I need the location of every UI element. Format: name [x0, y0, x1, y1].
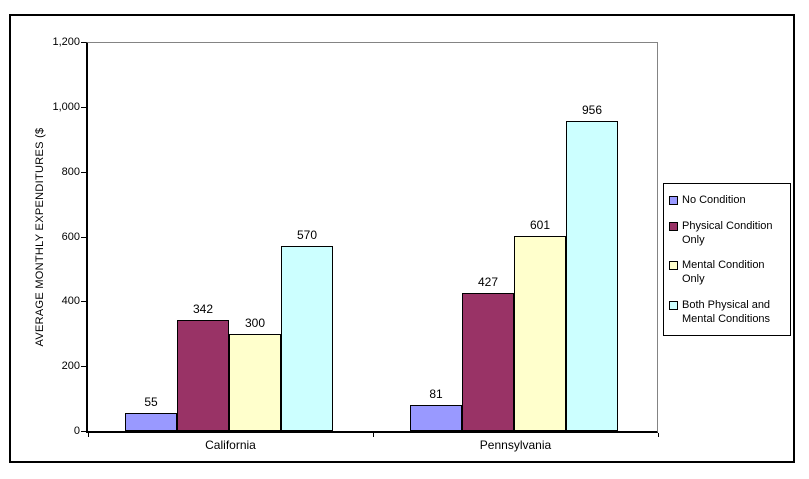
bar-value-label: 81 [429, 387, 443, 401]
y-tick-mark [81, 431, 86, 432]
bar-physical-condition-only-pennsylvania [462, 293, 514, 431]
y-tick-label: 600 [61, 231, 80, 243]
y-tick-mark [81, 237, 86, 238]
legend-swatch [669, 261, 678, 271]
legend-swatch [669, 221, 678, 231]
bar-mental-condition-only-pennsylvania [514, 236, 566, 431]
bar-both-physical-and-mental-conditions-california [281, 246, 333, 431]
legend-label: Both Physical and Mental Conditions [682, 299, 771, 326]
legend-label: No Condition [682, 193, 746, 206]
legend-label: Physical Condition Only [682, 219, 773, 246]
y-tick-label: 1,000 [52, 101, 80, 113]
y-tick-label: 200 [61, 360, 80, 372]
y-tick-mark [81, 366, 86, 367]
legend-label: Mental Condition Only [682, 259, 765, 286]
y-tick-mark [81, 172, 86, 173]
legend-item-physical-condition-only: Physical Condition Only [669, 219, 788, 247]
legend-item-mental-condition-only: Mental Condition Only [669, 258, 788, 286]
bar-physical-condition-only-california [177, 320, 229, 431]
category-label-california: California [205, 438, 256, 452]
y-tick-label: 1,200 [52, 36, 80, 48]
bar-value-label: 55 [144, 395, 158, 409]
y-tick-label: 800 [61, 166, 80, 178]
bar-value-label: 427 [477, 275, 499, 289]
bar-value-label: 956 [581, 103, 603, 117]
bar-value-label: 601 [529, 218, 551, 232]
legend-item-no-condition: No Condition [669, 193, 788, 207]
legend-item-both-physical-and-mental-conditions: Both Physical and Mental Conditions [669, 298, 788, 326]
bar-value-label: 570 [296, 228, 318, 242]
legend-swatch [669, 195, 678, 205]
y-tick-label: 0 [73, 425, 80, 437]
bar-value-label: 342 [192, 302, 214, 316]
category-label-pennsylvania: Pennsylvania [479, 438, 552, 452]
bar-value-label: 300 [244, 316, 266, 330]
x-tick-mark [88, 433, 89, 437]
legend-swatch [669, 301, 678, 311]
y-tick-mark [81, 301, 86, 302]
y-tick-mark [81, 42, 86, 43]
y-tick-mark [81, 107, 86, 108]
bar-both-physical-and-mental-conditions-pennsylvania [566, 121, 618, 431]
bar-mental-condition-only-california [229, 334, 281, 431]
bar-no-condition-california [125, 413, 177, 431]
y-tick-label: 400 [61, 295, 80, 307]
legend: No Condition Physical Condition Only Menta… [663, 183, 791, 336]
bar-no-condition-pennsylvania [410, 405, 462, 431]
x-tick-mark [658, 433, 659, 437]
x-tick-mark [373, 433, 374, 437]
